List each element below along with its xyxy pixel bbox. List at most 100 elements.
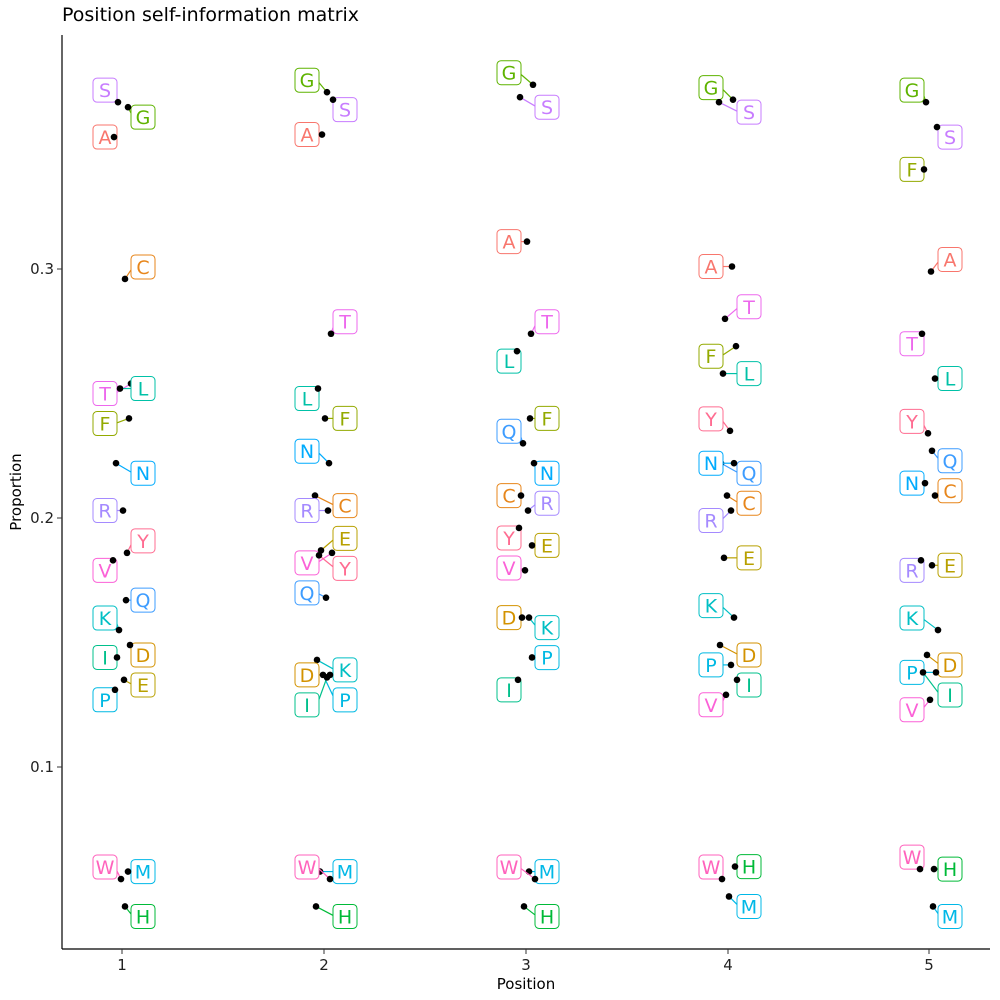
data-point bbox=[731, 863, 739, 870]
label-connector bbox=[718, 101, 740, 113]
data-point bbox=[929, 903, 937, 910]
amino-acid-label-box bbox=[937, 448, 963, 474]
amino-acid-label-box bbox=[698, 652, 724, 678]
data-point bbox=[934, 626, 942, 634]
amino-acid-label: Y bbox=[704, 409, 717, 431]
x-tick-label: 1 bbox=[117, 956, 127, 974]
data-point bbox=[117, 875, 125, 883]
amino-acid-label: R bbox=[540, 493, 553, 515]
data-point bbox=[111, 686, 119, 694]
amino-acid-label: W bbox=[298, 857, 317, 879]
amino-acid-label-box bbox=[92, 557, 118, 583]
data-point bbox=[313, 656, 321, 664]
data-point bbox=[930, 865, 938, 873]
amino-acid-label-box bbox=[937, 246, 963, 272]
amino-acid-label-box bbox=[736, 294, 762, 320]
amino-acid-label-box bbox=[294, 692, 320, 718]
amino-acid-label: R bbox=[905, 560, 918, 582]
amino-acid-label-box bbox=[937, 478, 963, 504]
data-point bbox=[922, 98, 930, 106]
amino-acid-label-box bbox=[332, 687, 358, 713]
amino-acid-label-box bbox=[130, 672, 156, 698]
amino-acid-label: R bbox=[704, 511, 717, 533]
amino-acid-label-box bbox=[332, 657, 358, 683]
amino-acid-label: N bbox=[704, 453, 718, 475]
amino-acid-label-box bbox=[332, 859, 358, 885]
amino-acid-label-box bbox=[92, 605, 118, 631]
amino-acid-label: A bbox=[503, 232, 516, 254]
amino-acid-label-box bbox=[130, 460, 156, 486]
data-point bbox=[732, 342, 740, 350]
amino-acid-label-box bbox=[496, 677, 522, 703]
label-connector bbox=[921, 617, 939, 631]
amino-acid-label: I bbox=[947, 685, 953, 707]
amino-acid-label: I bbox=[746, 675, 752, 697]
amino-acid-label-box bbox=[698, 854, 724, 880]
amino-acid-label: H bbox=[338, 906, 352, 928]
amino-acid-label: C bbox=[943, 481, 956, 503]
amino-acid-label-box bbox=[534, 460, 560, 486]
amino-acid-label-box bbox=[736, 460, 762, 486]
amino-acid-label-box bbox=[937, 682, 963, 708]
amino-acid-label-box bbox=[534, 615, 560, 641]
data-point bbox=[329, 96, 337, 103]
amino-acid-label: T bbox=[338, 312, 351, 334]
data-point bbox=[528, 542, 536, 549]
amino-acid-label-box bbox=[130, 376, 156, 402]
data-point bbox=[520, 903, 528, 910]
data-point bbox=[723, 492, 731, 499]
data-point bbox=[721, 315, 729, 323]
data-point bbox=[124, 868, 132, 875]
amino-acid-label-box bbox=[496, 348, 522, 374]
amino-acid-label: S bbox=[99, 80, 111, 102]
amino-acid-label-box bbox=[130, 903, 156, 929]
amino-acid-label: L bbox=[504, 351, 515, 373]
amino-acid-label-box bbox=[534, 903, 560, 929]
data-point bbox=[518, 614, 526, 621]
amino-acid-label-box bbox=[92, 411, 118, 437]
y-tick-label: 0.1 bbox=[30, 758, 54, 776]
amino-acid-label: H bbox=[742, 857, 756, 879]
x-tick-label: 4 bbox=[723, 956, 733, 974]
data-point bbox=[314, 385, 322, 392]
data-point bbox=[312, 903, 320, 910]
data-point bbox=[124, 103, 132, 111]
amino-acid-label: L bbox=[744, 364, 755, 386]
amino-acid-label: Q bbox=[300, 583, 315, 605]
amino-acid-label-box bbox=[130, 104, 156, 130]
data-point bbox=[926, 696, 934, 704]
data-point bbox=[928, 447, 936, 455]
amino-acid-label: V bbox=[503, 558, 516, 580]
amino-acid-label-box bbox=[937, 856, 963, 882]
data-point bbox=[527, 330, 535, 338]
amino-acid-label: S bbox=[743, 102, 755, 124]
data-point bbox=[116, 385, 124, 392]
label-connector bbox=[922, 672, 941, 696]
data-point bbox=[123, 549, 131, 557]
data-point bbox=[931, 492, 939, 499]
data-point bbox=[113, 654, 121, 661]
data-point bbox=[112, 459, 120, 467]
amino-acid-label: P bbox=[99, 690, 110, 712]
amino-acid-label: K bbox=[906, 608, 919, 630]
amino-acid-label-box bbox=[736, 490, 762, 516]
amino-acid-label-box bbox=[698, 508, 724, 534]
data-point bbox=[523, 238, 531, 245]
amino-acid-label-box bbox=[899, 331, 925, 357]
data-point bbox=[924, 430, 932, 437]
amino-acid-label-box bbox=[92, 687, 118, 713]
amino-acid-label: A bbox=[705, 257, 718, 279]
amino-acid-label: L bbox=[138, 379, 149, 401]
amino-acid-label-box bbox=[534, 309, 560, 335]
amino-acid-label: A bbox=[944, 249, 957, 271]
amino-acid-label: F bbox=[706, 346, 717, 368]
data-point bbox=[120, 676, 128, 684]
amino-acid-label-box bbox=[294, 386, 320, 412]
amino-acid-label: E bbox=[944, 555, 956, 577]
x-axis-title: Position bbox=[497, 975, 555, 993]
data-point bbox=[125, 415, 133, 422]
amino-acid-label-box bbox=[130, 587, 156, 613]
data-point bbox=[931, 375, 939, 382]
